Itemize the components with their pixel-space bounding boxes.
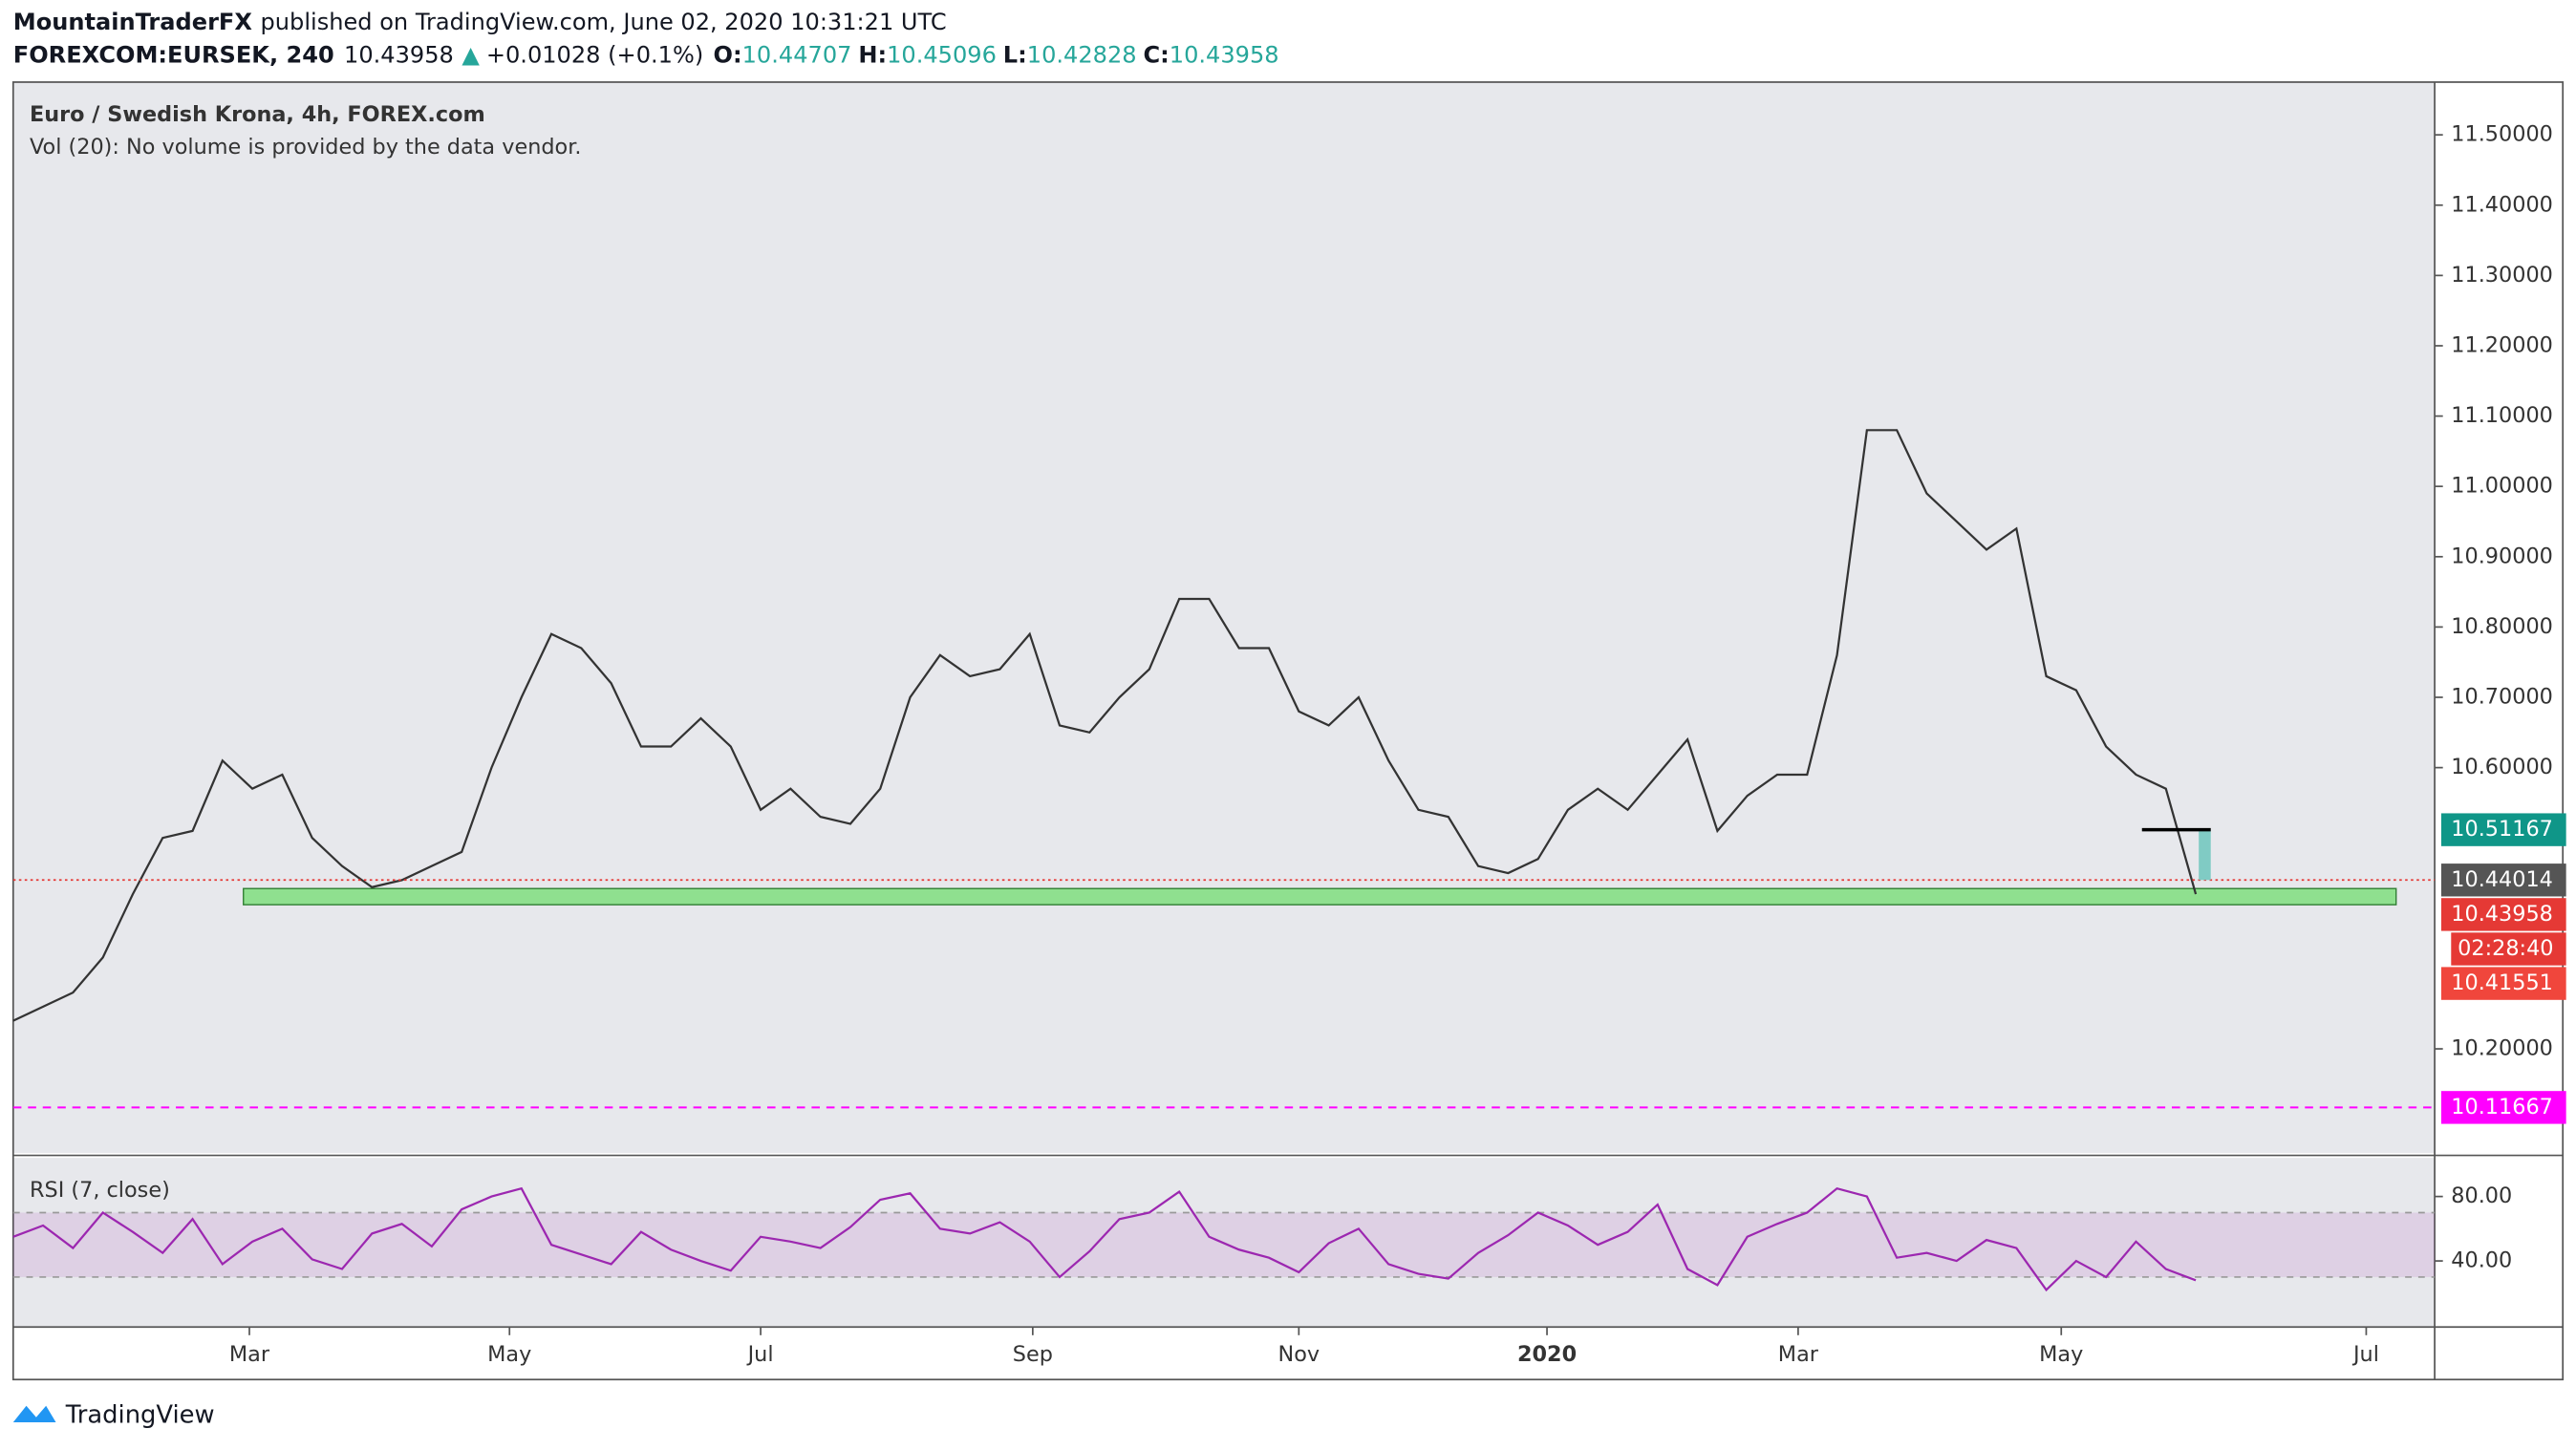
plot-layer: 11.50000 11.40000 11.30000 11.20000 11.10000…: [12, 102, 2566, 1367]
support-zone: [243, 887, 2397, 906]
footer-logo: TradingView: [12, 1401, 215, 1430]
y-tick-label: 10.60000: [2451, 755, 2553, 779]
x-tick-label: Sep: [1013, 1342, 1053, 1367]
o-label: O:: [714, 41, 742, 68]
level-tag: [2440, 1091, 2566, 1124]
symbol: FOREXCOM:EURSEK, 240: [13, 41, 334, 68]
series-line: [12, 1186, 2197, 1292]
series-line: [12, 429, 2198, 1022]
change: +0.01028 (+0.1%): [486, 41, 703, 68]
price-pane: [12, 81, 2436, 1153]
pane-subtitle: Vol (20): No volume is provided by the d…: [30, 135, 581, 160]
price-tag: [2440, 813, 2566, 846]
y-tick-label: 10.80000: [2451, 614, 2553, 639]
open: 10.44707: [742, 41, 852, 68]
y-tick-label: 80.00: [2451, 1183, 2512, 1208]
price-tag: [2440, 967, 2566, 1000]
header-line-2: FOREXCOM:EURSEK, 240 10.43958 ▲ +0.01028 (+…: [13, 41, 1279, 68]
price-tag-label: 10.44014: [2451, 867, 2553, 892]
x-tick-label: Jul: [746, 1342, 774, 1367]
logo-icon: [12, 1405, 56, 1422]
y-tick-label: 11.50000: [2451, 122, 2553, 147]
brand: TradingView: [65, 1401, 215, 1430]
y-tick-label: 10.70000: [2451, 685, 2553, 710]
publisher: MountainTraderFX: [13, 9, 253, 35]
y-tick-label: 10.90000: [2451, 544, 2553, 568]
y-tick-label: 11.40000: [2451, 192, 2553, 217]
y-tick-label: 11.00000: [2451, 474, 2553, 499]
pane-title: Euro / Swedish Krona, 4h, FOREX.com: [30, 102, 485, 127]
price-tag-label: 10.41551: [2451, 970, 2553, 995]
price-tag: [2440, 864, 2566, 897]
x-tick-label: May: [2039, 1342, 2083, 1367]
price-tag-label: 10.43958: [2451, 902, 2553, 927]
pane-title: RSI (7, close): [30, 1178, 170, 1203]
level-tag-label: 10.11667: [2451, 1095, 2553, 1119]
arrow: ▲: [462, 41, 480, 68]
y-tick-label: 11.10000: [2451, 403, 2553, 428]
y-tick-label: 10.20000: [2451, 1036, 2553, 1061]
close: 10.43958: [1170, 41, 1279, 68]
x-tick-label: May: [487, 1342, 531, 1367]
last: 10.43958: [344, 41, 454, 68]
countdown-bg: [2451, 932, 2566, 966]
price-tag-label: 10.51167: [2451, 817, 2553, 842]
target-box: [2199, 829, 2211, 881]
x-tick-label: Mar: [229, 1342, 270, 1367]
x-tick-label: Mar: [1778, 1342, 1819, 1367]
y-tick-label: 11.30000: [2451, 263, 2553, 288]
header-line-1: MountainTraderFX published on TradingView…: [13, 9, 947, 35]
h-label: H:: [858, 41, 887, 68]
l-label: L:: [1003, 41, 1027, 68]
x-tick-label: 2020: [1517, 1342, 1577, 1367]
high: 10.45096: [887, 41, 997, 68]
countdown: 02:28:40: [2458, 936, 2553, 961]
x-tick-label: Nov: [1278, 1342, 1320, 1367]
published: published on TradingView.com, June 02, 2…: [261, 9, 947, 35]
low: 10.42828: [1027, 41, 1137, 68]
frame: [11, 81, 2565, 1381]
price-tag: [2440, 898, 2566, 931]
y-tick-label: 40.00: [2451, 1248, 2512, 1273]
y-tick-label: 11.20000: [2451, 332, 2553, 357]
c-label: C:: [1143, 41, 1169, 68]
rsi-band: [12, 1212, 2436, 1277]
x-tick-label: Jul: [2351, 1342, 2379, 1367]
